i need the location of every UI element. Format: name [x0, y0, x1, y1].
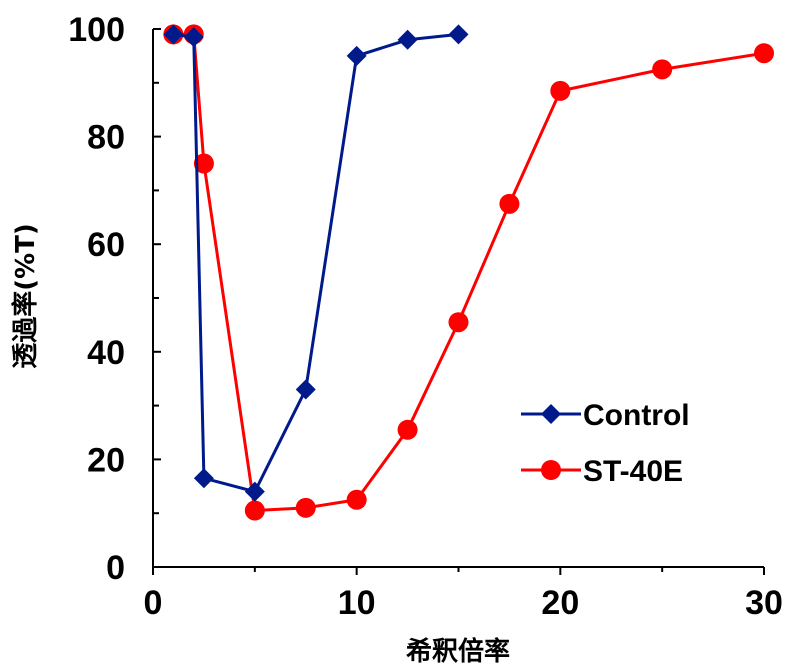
x-tick-label: 0: [144, 584, 163, 622]
y-tick-label: 80: [87, 119, 125, 157]
x-tick-label: 10: [338, 584, 376, 622]
x-axis-ticks: 0 10 20 30: [144, 567, 783, 622]
legend-label-control: Control: [583, 399, 690, 432]
data-point-st-40e: [550, 80, 571, 101]
data-point-st-40e: [193, 153, 214, 174]
legend-marker-st-40e: [541, 460, 561, 480]
data-point-st-40e: [652, 59, 673, 80]
x-axis-title: 希釈倍率: [406, 636, 510, 663]
series-line-st-40e: [173, 32, 765, 513]
x-tick-label: 30: [745, 584, 783, 622]
data-point-control: [346, 45, 367, 66]
data-point-control: [397, 29, 418, 50]
legend-marker-control: [541, 404, 561, 424]
data-point-st-40e: [397, 419, 418, 440]
series-control: [163, 24, 469, 502]
data-point-control: [244, 481, 265, 502]
y-tick-label: 100: [68, 11, 125, 49]
y-tick-label: 20: [87, 441, 125, 479]
data-point-control: [163, 24, 184, 45]
y-axis-ticks: 0 20 40 60 80 100: [68, 11, 161, 587]
data-point-control: [295, 379, 316, 400]
y-axis-title: 透過率(%T): [10, 223, 41, 369]
data-point-st-40e: [754, 43, 774, 64]
data-point-st-40e: [244, 500, 265, 521]
y-tick-label: 40: [87, 334, 125, 372]
data-point-control: [193, 468, 214, 489]
y-tick-label: 0: [106, 549, 125, 587]
data-point-st-40e: [448, 312, 469, 333]
y-tick-label: 60: [87, 226, 125, 264]
data-point-st-40e: [346, 489, 367, 510]
data-point-control: [448, 24, 469, 45]
series-layer: [163, 24, 774, 521]
series-st-40e: [163, 24, 774, 521]
legend-label-st-40e: ST-40E: [583, 455, 683, 488]
legend: Control ST-40E: [521, 399, 690, 488]
series-line-control: [173, 32, 459, 494]
data-point-st-40e: [295, 497, 316, 518]
data-point-st-40e: [499, 193, 520, 214]
x-tick-label: 20: [541, 584, 579, 622]
data-point-control: [183, 27, 204, 48]
